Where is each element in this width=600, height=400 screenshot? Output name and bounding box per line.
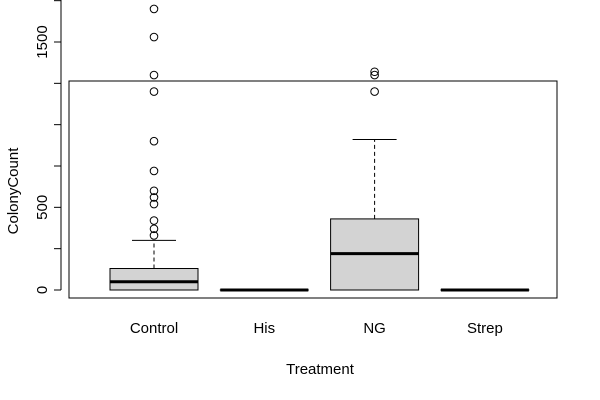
outlier-point	[149, 87, 159, 96]
outlier-point	[149, 166, 159, 176]
outlier-point	[149, 216, 159, 225]
x-tick-label: NG	[363, 320, 386, 337]
y-axis-label: ColonyCount	[5, 147, 22, 235]
box-ng	[330, 67, 420, 291]
outlier-point	[370, 67, 379, 77]
outlier-point	[149, 231, 159, 240]
x-axis-label: Treatment	[286, 361, 355, 378]
y-tick-label: 500	[34, 195, 51, 220]
y-tick-label: 0	[34, 286, 51, 294]
outlier-point	[149, 193, 159, 202]
outlier-point	[149, 4, 159, 14]
y-tick-label: 1500	[34, 25, 51, 58]
outlier-point	[370, 87, 379, 96]
outlier-point	[149, 224, 159, 234]
x-tick-label: His	[253, 320, 275, 337]
plot-frame	[68, 80, 558, 299]
y-axis: 0 500 1500	[34, 0, 62, 294]
box-iqr	[109, 268, 199, 291]
plot-layer: 0 500 1500 Control His NG Strep	[34, 0, 530, 337]
x-tick-label: Control	[130, 320, 178, 337]
outlier-point	[370, 70, 379, 80]
outlier-point	[149, 199, 159, 209]
outlier-point	[149, 70, 159, 80]
outlier-point	[149, 136, 159, 146]
x-tick-label: Strep	[467, 320, 503, 337]
box-control	[109, 4, 199, 291]
outlier-point	[149, 32, 159, 42]
outlier-point	[149, 186, 159, 196]
